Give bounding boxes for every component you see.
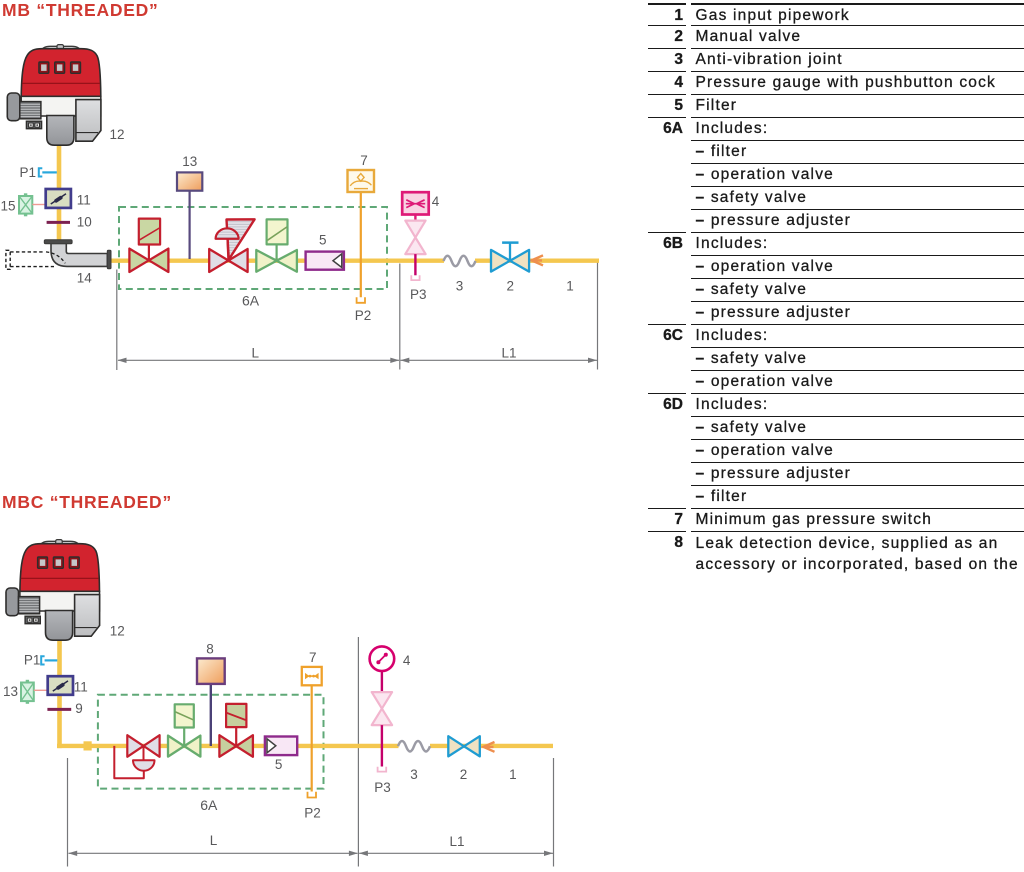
svg-text:3: 3 [456,279,464,294]
svg-text:4: 4 [403,653,411,668]
svg-text:2: 2 [507,279,515,294]
svg-text:2: 2 [460,767,468,782]
svg-text:6A: 6A [242,293,260,309]
svg-text:5: 5 [319,232,327,247]
svg-text:5: 5 [275,757,283,772]
svg-text:10: 10 [77,215,92,230]
svg-text:L: L [210,833,218,848]
svg-text:12: 12 [110,127,125,142]
svg-text:13: 13 [3,684,18,699]
svg-text:6A: 6A [200,797,218,813]
svg-text:14: 14 [77,271,93,286]
svg-text:13: 13 [182,154,197,169]
svg-text:P1: P1 [20,165,37,180]
svg-text:4: 4 [432,194,440,209]
svg-text:9: 9 [75,701,83,716]
svg-text:L1: L1 [450,834,465,849]
svg-text:P3: P3 [410,287,427,302]
svg-text:P2: P2 [355,308,372,323]
svg-text:1: 1 [509,767,517,782]
svg-text:P2: P2 [304,806,321,821]
svg-text:8: 8 [206,642,214,657]
svg-text:1: 1 [566,279,574,294]
svg-text:11: 11 [74,679,88,694]
svg-text:7: 7 [360,153,368,168]
svg-text:L: L [252,346,260,361]
svg-text:P1: P1 [24,653,41,668]
svg-text:12: 12 [110,624,125,639]
svg-text:11: 11 [77,193,91,208]
svg-text:15: 15 [1,199,16,214]
svg-text:P3: P3 [374,780,391,795]
svg-text:L1: L1 [502,346,517,361]
svg-text:3: 3 [410,767,418,782]
svg-text:7: 7 [309,650,317,665]
